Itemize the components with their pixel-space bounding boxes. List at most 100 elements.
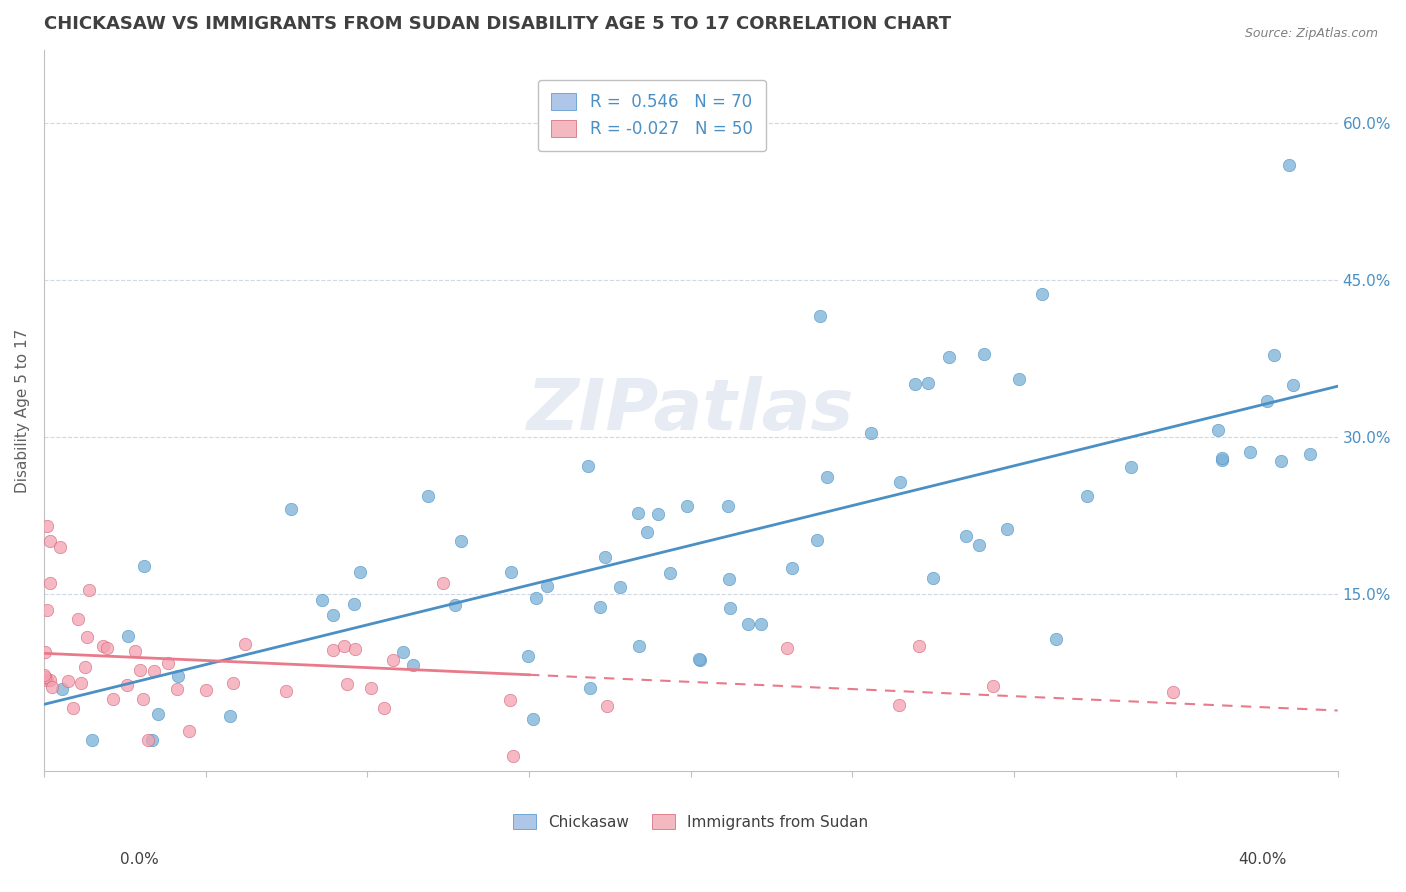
Point [418,489,440,503]
Point [808,310,831,324]
Text: CHICKASAW VS IMMIGRANTS FROM SUDAN DISABILITY AGE 5 TO 17 CORRELATION CHART: CHICKASAW VS IMMIGRANTS FROM SUDAN DISAB… [44,15,950,33]
Point [499,693,522,707]
Point [1270,454,1292,468]
Text: 40.0%: 40.0% [1239,852,1286,867]
Point [1161,685,1184,699]
Point [134,558,156,573]
Text: ZIPatlas: ZIPatlas [527,376,855,445]
Point [737,616,759,631]
Point [806,533,828,547]
Point [1256,394,1278,409]
Point [636,524,658,539]
Point [718,600,741,615]
Point [195,682,218,697]
Point [322,642,344,657]
Point [887,698,910,712]
Point [373,701,395,715]
Point [749,616,772,631]
Point [536,579,558,593]
Point [311,592,333,607]
Point [917,376,939,391]
Point [75,660,97,674]
Point [146,706,169,721]
Point [166,681,188,696]
Point [524,591,547,606]
Point [576,459,599,474]
Point [91,639,114,653]
Point [1031,286,1053,301]
Point [77,582,100,597]
Point [360,681,382,695]
Point [343,597,366,611]
Point [904,376,927,391]
Point [776,641,799,656]
Point [80,733,103,747]
Point [233,637,256,651]
Point [593,549,616,564]
Point [41,680,63,694]
Point [56,673,79,688]
Point [381,653,404,667]
Point [689,653,711,667]
Point [67,612,90,626]
Point [981,679,1004,693]
Point [659,566,682,581]
Point [450,534,472,549]
Point [908,639,931,653]
Point [1045,632,1067,646]
Point [37,673,59,687]
Point [502,748,524,763]
Point [780,561,803,575]
Point [889,475,911,489]
Point [647,507,669,521]
Point [938,351,960,365]
Point [402,657,425,672]
Point [967,538,990,552]
Point [432,576,454,591]
Point [1206,423,1229,437]
Point [717,572,740,586]
Point [596,699,619,714]
Point [51,682,73,697]
Point [627,640,650,654]
Y-axis label: Disability Age 5 to 17: Disability Age 5 to 17 [15,328,30,492]
Point [955,529,977,543]
Point [39,575,62,590]
Legend: Chickasaw, Immigrants from Sudan: Chickasaw, Immigrants from Sudan [508,807,875,836]
Point [101,692,124,706]
Point [973,346,995,360]
Point [35,603,58,617]
Point [815,469,838,483]
Point [1008,372,1031,386]
Point [280,502,302,516]
Point [1239,445,1261,459]
Point [1263,348,1285,362]
Point [609,580,631,594]
Point [34,669,56,683]
Point [219,709,242,723]
Point [589,599,612,614]
Point [1278,158,1301,172]
Point [516,648,538,663]
Point [579,681,602,696]
Point [34,645,56,659]
Point [1211,451,1233,466]
Point [343,642,366,657]
Point [117,629,139,643]
Text: 0.0%: 0.0% [120,852,159,867]
Point [333,639,356,653]
Point [1211,452,1233,467]
Point [688,652,710,666]
Point [157,657,180,671]
Point [136,733,159,747]
Point [167,669,190,683]
Point [62,701,84,715]
Point [141,733,163,747]
Point [76,630,98,644]
Point [1298,447,1320,461]
Point [1076,489,1098,503]
Point [443,598,465,612]
Point [859,426,882,441]
Point [132,692,155,706]
Point [522,712,544,726]
